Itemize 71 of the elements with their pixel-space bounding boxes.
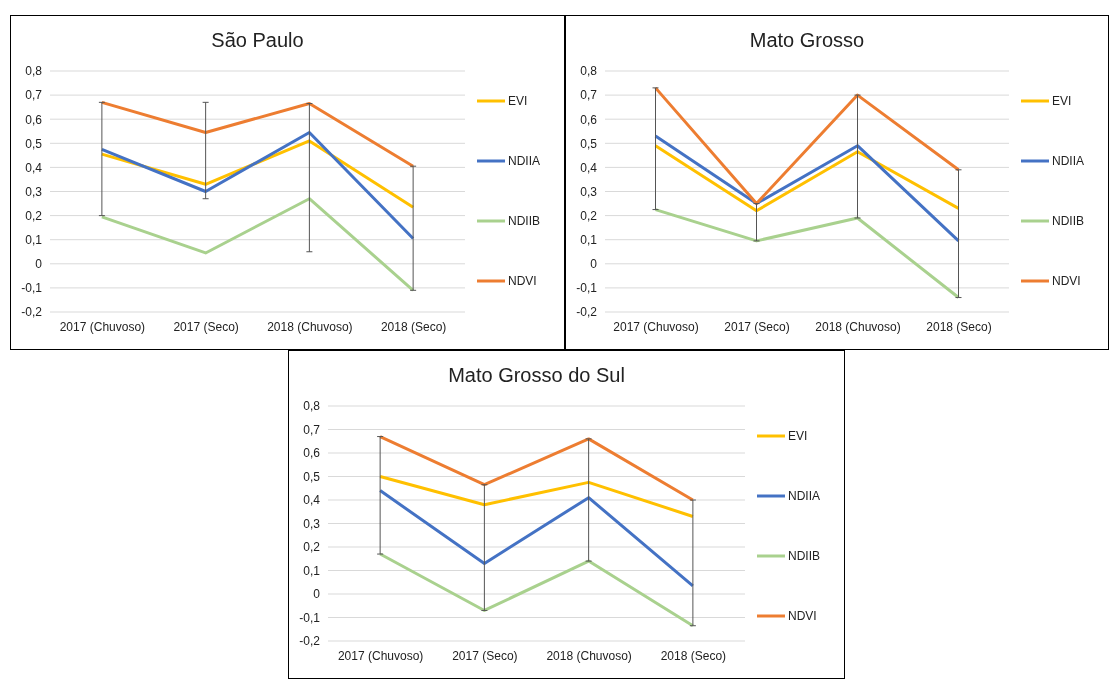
y-tick-label: 0,5	[25, 136, 43, 151]
x-tick-label: 2017 (Chuvoso)	[59, 319, 146, 334]
y-tick-label: -0,2	[21, 305, 43, 320]
line-series	[100, 197, 415, 292]
legend-label: NDIIA	[788, 489, 821, 503]
line-series	[100, 100, 415, 168]
y-tick-label: 0,6	[25, 112, 43, 127]
y-tick-label: 0,8	[580, 64, 598, 79]
x-tick-label: 2017 (Seco)	[173, 319, 239, 334]
legend-label: EVI	[1052, 94, 1072, 108]
legend-label: NDIIB	[1052, 214, 1085, 228]
legend-label: NDIIA	[1052, 154, 1085, 168]
y-tick-label: 0,3	[303, 516, 321, 531]
chart-title: São Paulo	[211, 29, 304, 51]
y-tick-label: -0,1	[299, 610, 321, 625]
legend-label: NDVI	[508, 274, 537, 288]
legend-label: NDIIB	[788, 549, 821, 563]
y-tick-label: -0,1	[576, 281, 598, 296]
y-tick-label: 0	[590, 257, 598, 272]
legend-label: NDVI	[1052, 274, 1081, 288]
y-tick-label: 0,7	[580, 88, 598, 103]
y-tick-label: 0,8	[303, 399, 321, 414]
line-series	[654, 144, 960, 213]
line-series	[378, 475, 695, 518]
y-tick-label: 0,3	[25, 184, 43, 199]
x-tick-label: 2017 (Chuvoso)	[613, 319, 699, 334]
y-tick-label: 0,1	[25, 233, 43, 248]
line-series	[100, 130, 415, 240]
y-tick-label: 0,1	[580, 233, 598, 248]
y-tick-label: 0,4	[303, 493, 321, 508]
y-tick-label: 0,2	[25, 208, 43, 223]
line-series	[378, 435, 695, 502]
y-tick-label: 0	[313, 587, 321, 602]
y-tick-label: 0,5	[580, 136, 598, 151]
legend-label: EVI	[788, 429, 808, 443]
chart-title: Mato Grosso	[749, 29, 865, 51]
y-tick-label: 0,6	[303, 446, 321, 461]
y-tick-label: 0,4	[25, 160, 43, 175]
x-tick-label: 2017 (Seco)	[452, 648, 518, 663]
line-series	[378, 489, 695, 588]
chart-title: Mato Grosso do Sul	[448, 364, 625, 386]
x-tick-label: 2017 (Chuvoso)	[337, 648, 424, 663]
x-tick-label: 2018 (Seco)	[926, 319, 992, 334]
legend-label: NDIIB	[508, 214, 541, 228]
y-tick-label: 0,7	[303, 422, 321, 437]
legend-label: EVI	[508, 94, 528, 108]
y-tick-label: 0,5	[303, 469, 321, 484]
y-tick-label: 0	[35, 257, 43, 272]
y-tick-label: 0,6	[580, 112, 598, 127]
y-tick-label: -0,1	[21, 281, 43, 296]
legend-label: NDIIA	[508, 154, 541, 168]
line-series	[654, 208, 960, 300]
line-series	[378, 552, 695, 628]
y-tick-label: 0,2	[303, 540, 321, 555]
y-tick-label: 0,4	[580, 160, 598, 175]
x-tick-label: 2017 (Seco)	[724, 319, 790, 334]
y-tick-label: 0,2	[580, 208, 598, 223]
x-tick-label: 2018 (Seco)	[660, 648, 727, 663]
line-series	[654, 134, 960, 243]
x-tick-label: 2018 (Chuvoso)	[815, 319, 901, 334]
y-tick-label: 0,7	[25, 88, 43, 103]
y-tick-label: 0,3	[580, 184, 598, 199]
x-tick-label: 2018 (Chuvoso)	[267, 319, 353, 334]
y-tick-label: -0,2	[576, 305, 598, 320]
x-tick-label: 2018 (Seco)	[380, 319, 447, 334]
y-tick-label: 0,1	[303, 563, 321, 578]
legend-label: NDVI	[788, 609, 817, 623]
line-series	[654, 86, 960, 206]
y-tick-label: 0,8	[25, 64, 43, 79]
x-tick-label: 2018 (Chuvoso)	[546, 648, 632, 663]
y-tick-label: -0,2	[299, 634, 321, 649]
